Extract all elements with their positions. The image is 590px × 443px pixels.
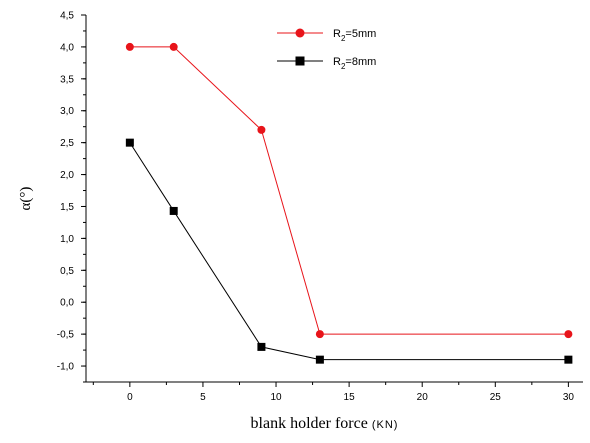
legend-item-2: R2=8mm [277, 56, 376, 71]
data-point [564, 355, 573, 364]
data-point [315, 330, 324, 339]
x-tick-label: 10 [270, 392, 282, 403]
data-point [169, 206, 178, 215]
series-group [125, 42, 573, 364]
legend-marker [295, 56, 305, 66]
series-line [129, 46, 569, 335]
x-tick-label: 30 [563, 392, 575, 403]
axes: 0 5 10 15 20 25 30 -1,0 -0,5 0,0 0,5 1,0 1,5 2,0 2,5 3,… [57, 11, 583, 403]
legend: R2=5mm R2=8mm [277, 28, 376, 71]
legend-label: R2=5mm [333, 28, 376, 43]
data-point [257, 342, 266, 351]
y-tick-label: 3,5 [60, 74, 74, 85]
y-tick-label: -1,0 [57, 362, 75, 373]
data-point [169, 42, 178, 51]
x-tick-label: 5 [200, 392, 206, 403]
y-tick-label: 2,0 [60, 170, 74, 181]
x-tick-label: 25 [490, 392, 502, 403]
y-tick-label: 1,0 [60, 234, 74, 245]
x-tick-label: 0 [127, 392, 133, 403]
data-point [315, 355, 324, 364]
x-tick-label: 20 [417, 392, 429, 403]
y-tick-label: 3,0 [60, 106, 74, 117]
y-tick-label: 0,5 [60, 266, 74, 277]
y-tick-label: 1,5 [60, 202, 74, 213]
y-tick-label: 0,0 [60, 298, 74, 309]
data-point [257, 125, 266, 134]
series-line [129, 142, 569, 361]
legend-label: R2=8mm [333, 56, 376, 71]
x-tick-label: 15 [344, 392, 356, 403]
legend-marker [295, 28, 305, 38]
legend-item-1: R2=5mm [277, 28, 376, 43]
y-tick-label: -0,5 [57, 330, 75, 341]
y-tick-label: 2,5 [60, 138, 74, 149]
data-point [125, 42, 134, 51]
y-axis-label: α(°) [18, 187, 34, 211]
series-2 [125, 138, 573, 364]
series-1 [125, 42, 573, 339]
y-tick-label: 4,5 [60, 11, 74, 22]
y-tick-label: 4,0 [60, 42, 74, 53]
data-point [125, 138, 134, 147]
x-axis-label: blank holder force (KN) [251, 415, 399, 432]
data-point [564, 330, 573, 339]
